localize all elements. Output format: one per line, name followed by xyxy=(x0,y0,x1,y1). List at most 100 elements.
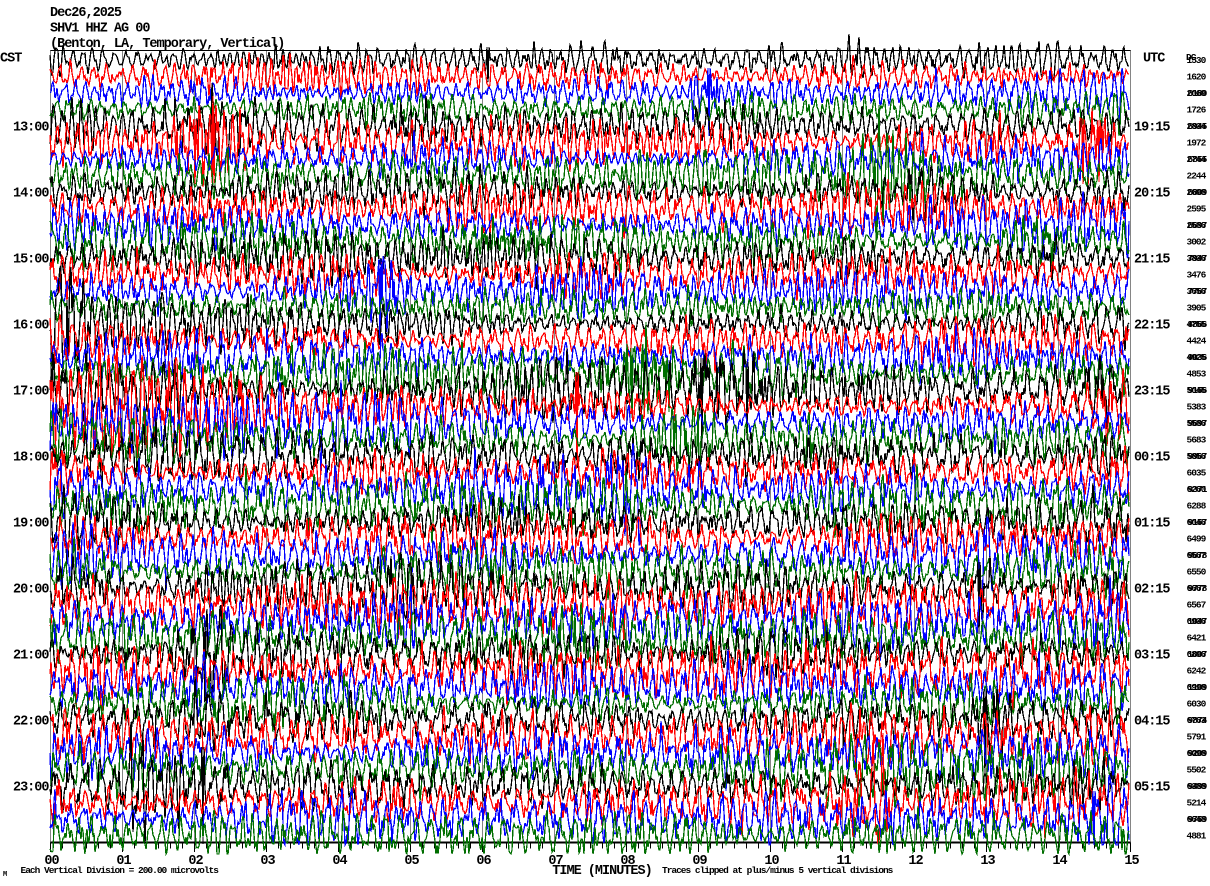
svg-text:08: 08 xyxy=(620,854,635,869)
svg-text:6180: 6180 xyxy=(1188,88,1208,99)
svg-text:05:15: 05:15 xyxy=(1134,780,1170,795)
svg-text:9778: 9778 xyxy=(1188,583,1208,594)
svg-text:Dec26,2025: Dec26,2025 xyxy=(50,6,122,21)
svg-text:00: 00 xyxy=(44,854,59,869)
svg-text:2586: 2586 xyxy=(1187,220,1207,231)
svg-text:12: 12 xyxy=(908,854,923,869)
svg-text:6035: 6035 xyxy=(1187,468,1207,479)
svg-text:4424: 4424 xyxy=(1187,336,1207,347)
svg-text:1007: 1007 xyxy=(1188,649,1208,660)
svg-text:4881: 4881 xyxy=(1187,831,1207,842)
svg-text:3656: 3656 xyxy=(1187,286,1207,297)
svg-text:9759: 9759 xyxy=(1188,814,1208,825)
svg-text:4755: 4755 xyxy=(1187,319,1207,330)
svg-text:17:00: 17:00 xyxy=(13,384,49,399)
svg-text:6667: 6667 xyxy=(1187,583,1207,594)
svg-text:M: M xyxy=(3,871,7,879)
svg-text:6030: 6030 xyxy=(1187,699,1207,710)
svg-text:2069: 2069 xyxy=(1187,88,1207,99)
svg-text:6260: 6260 xyxy=(1187,484,1207,495)
svg-text:5856: 5856 xyxy=(1187,451,1207,462)
svg-text:6936: 6936 xyxy=(1187,616,1207,627)
svg-text:6998: 6998 xyxy=(1187,682,1207,693)
svg-text:Each Vertical Division = 200.: Each Vertical Division = 200.00 microvol… xyxy=(21,865,220,876)
svg-text:1620: 1620 xyxy=(1187,72,1207,83)
svg-text:22:00: 22:00 xyxy=(13,714,49,729)
svg-text:13: 13 xyxy=(980,854,995,869)
svg-text:3836: 3836 xyxy=(1187,253,1207,264)
svg-text:5683: 5683 xyxy=(1187,435,1207,446)
svg-text:6697: 6697 xyxy=(1188,220,1208,231)
svg-text:6550: 6550 xyxy=(1187,567,1207,578)
svg-text:9967: 9967 xyxy=(1188,451,1208,462)
svg-text:6896: 6896 xyxy=(1187,649,1207,660)
svg-text:2595: 2595 xyxy=(1187,204,1207,215)
svg-text:Traces clipped at plus/minus 5: Traces clipped at plus/minus 5 vertical … xyxy=(662,865,894,876)
svg-text:00:15: 00:15 xyxy=(1134,450,1170,465)
svg-text:20:00: 20:00 xyxy=(13,582,49,597)
svg-text:5502: 5502 xyxy=(1187,765,1207,776)
svg-text:6499: 6499 xyxy=(1187,534,1207,545)
svg-text:5791: 5791 xyxy=(1187,732,1207,743)
svg-text:3905: 3905 xyxy=(1187,303,1207,314)
svg-text:TIME (MINUTES): TIME (MINUTES) xyxy=(552,864,651,879)
svg-text:5045: 5045 xyxy=(1187,385,1207,396)
svg-text:16:00: 16:00 xyxy=(13,318,49,333)
svg-text:18:00: 18:00 xyxy=(13,450,49,465)
svg-text:9157: 9157 xyxy=(1188,517,1208,528)
svg-text:6242: 6242 xyxy=(1187,666,1207,677)
svg-text:6046: 6046 xyxy=(1187,517,1207,528)
svg-text:5383: 5383 xyxy=(1187,402,1207,413)
svg-text:(Benton, LA, Temporary, Vertic: (Benton, LA, Temporary, Vertical) xyxy=(50,37,284,52)
svg-text:22:15: 22:15 xyxy=(1134,318,1170,333)
svg-text:6945: 6945 xyxy=(1188,121,1208,132)
svg-text:04: 04 xyxy=(332,854,347,869)
svg-text:13:00: 13:00 xyxy=(13,120,49,135)
svg-text:1109: 1109 xyxy=(1188,682,1208,693)
svg-text:9371: 9371 xyxy=(1188,484,1208,495)
svg-text:09: 09 xyxy=(692,854,707,869)
svg-text:03: 03 xyxy=(260,854,275,869)
svg-text:1530: 1530 xyxy=(1187,55,1207,66)
svg-text:6421: 6421 xyxy=(1187,633,1207,644)
svg-text:01:15: 01:15 xyxy=(1134,516,1170,531)
svg-text:6567: 6567 xyxy=(1187,550,1207,561)
svg-text:07: 07 xyxy=(548,854,563,869)
svg-text:04:15: 04:15 xyxy=(1134,714,1170,729)
svg-text:6648: 6648 xyxy=(1187,814,1207,825)
svg-text:05: 05 xyxy=(404,854,419,869)
svg-text:DC: DC xyxy=(1186,52,1197,63)
svg-text:CST: CST xyxy=(0,52,22,67)
svg-text:1972: 1972 xyxy=(1187,138,1207,149)
svg-text:2244: 2244 xyxy=(1187,171,1207,182)
svg-text:9036: 9036 xyxy=(1188,352,1208,363)
svg-text:3002: 3002 xyxy=(1187,237,1207,248)
svg-text:10: 10 xyxy=(764,854,779,869)
svg-text:9499: 9499 xyxy=(1188,781,1208,792)
svg-text:03:15: 03:15 xyxy=(1134,648,1170,663)
svg-text:2744: 2744 xyxy=(1187,154,1207,165)
svg-text:2698: 2698 xyxy=(1187,187,1207,198)
svg-text:02:15: 02:15 xyxy=(1134,582,1170,597)
svg-text:9874: 9874 xyxy=(1188,715,1208,726)
svg-text:01: 01 xyxy=(116,854,131,869)
svg-text:9156: 9156 xyxy=(1188,385,1208,396)
svg-text:15: 15 xyxy=(1124,854,1139,869)
svg-text:4925: 4925 xyxy=(1187,352,1207,363)
svg-text:14:00: 14:00 xyxy=(13,186,49,201)
svg-text:9209: 9209 xyxy=(1188,748,1208,759)
svg-text:7947: 7947 xyxy=(1188,253,1208,264)
svg-text:19:00: 19:00 xyxy=(13,516,49,531)
svg-text:9678: 9678 xyxy=(1188,550,1208,561)
svg-text:6855: 6855 xyxy=(1188,154,1208,165)
svg-text:02: 02 xyxy=(188,854,203,869)
svg-text:11: 11 xyxy=(836,854,851,869)
svg-text:06: 06 xyxy=(476,854,491,869)
svg-text:8866: 8866 xyxy=(1188,319,1208,330)
svg-text:5214: 5214 xyxy=(1187,798,1207,809)
svg-text:7767: 7767 xyxy=(1188,286,1208,297)
svg-text:3476: 3476 xyxy=(1187,270,1207,281)
svg-text:6567: 6567 xyxy=(1187,600,1207,611)
svg-text:15:00: 15:00 xyxy=(13,252,49,267)
svg-text:6288: 6288 xyxy=(1187,501,1207,512)
